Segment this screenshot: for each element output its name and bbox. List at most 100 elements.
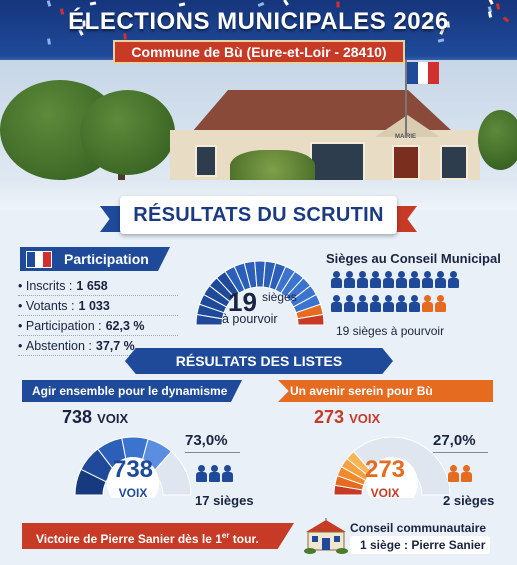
mairie-sign: MAIRIE	[395, 134, 416, 140]
stat-votants: • Votants :1 033	[18, 296, 178, 316]
seat-head	[411, 271, 418, 278]
seat-icon	[369, 271, 381, 288]
seat-body	[396, 278, 407, 288]
seat-icon	[208, 465, 220, 482]
commune-ribbon: Commune de Bù (Eure-et-Loir - 28410)	[113, 40, 405, 64]
seat-head	[424, 295, 431, 302]
seats-title: Sièges au Conseil Municipal	[326, 251, 501, 266]
seat-body	[422, 278, 433, 288]
gauge-center	[366, 457, 418, 498]
seat-body	[435, 278, 446, 288]
door	[392, 145, 420, 180]
confetti-piece	[282, 0, 289, 6]
list1-percent: 73,0%	[185, 432, 228, 449]
seat-icon	[460, 465, 472, 482]
stat-inscrits: • Inscrits :1 658	[18, 276, 178, 296]
seat-icon	[421, 271, 433, 288]
list2-gauge	[333, 436, 451, 498]
seat-icon	[195, 465, 207, 482]
seat-icon	[221, 465, 233, 482]
seat-head	[346, 271, 353, 278]
seat-head	[411, 295, 418, 302]
seat-icon	[447, 271, 459, 288]
list1-name: Agir ensemble pour le dynamisme de Bù	[22, 380, 242, 402]
cc-seat: 1 siège : Pierre Sanier	[350, 536, 490, 554]
list2-votes-number: 273	[314, 407, 345, 427]
confetti-piece	[488, 0, 494, 6]
seat-head	[450, 465, 457, 472]
stat-label: Inscrits :	[25, 279, 73, 293]
seat-body	[344, 278, 355, 288]
list1-center-unit: VOIX	[118, 486, 148, 500]
seat-icon	[395, 295, 407, 312]
confetti-piece	[178, 2, 185, 7]
french-flag-icon	[407, 62, 440, 84]
list2-center-unit: VOIX	[370, 486, 400, 500]
seat-icon	[434, 295, 446, 312]
town-hall-icon	[304, 518, 348, 554]
seat-icon	[382, 271, 394, 288]
seat-head	[385, 271, 392, 278]
divider	[185, 452, 240, 453]
gauge-unit: sièges	[262, 290, 297, 304]
seat-icon	[356, 271, 368, 288]
cc-title: Conseil communautaire	[350, 521, 487, 535]
seat-body	[396, 302, 407, 312]
seat-body	[370, 302, 381, 312]
list1-seat-icons	[195, 465, 234, 489]
list1-center-number: 738	[112, 456, 154, 483]
tree	[80, 90, 175, 175]
list2-votes-unit: VOIX	[349, 411, 381, 426]
seat-icon	[408, 295, 420, 312]
confetti-piece	[89, 1, 97, 6]
stat-value: 1 033	[78, 299, 110, 313]
seat-head	[372, 271, 379, 278]
gauge-segment	[296, 313, 325, 326]
seat-icon	[343, 295, 355, 312]
town-hall-photo: MAIRIE	[0, 60, 517, 210]
gauge-number: 19	[228, 287, 257, 317]
seat-head	[437, 295, 444, 302]
window	[195, 145, 217, 177]
list1-votes-unit: VOIX	[97, 411, 129, 426]
victory-suffix: tour.	[229, 532, 259, 546]
seat-icon	[330, 295, 342, 312]
confetti-piece	[46, 37, 51, 45]
seat-body	[370, 278, 381, 288]
confetti-piece	[257, 2, 265, 8]
seat-icon	[382, 295, 394, 312]
confetti-piece	[46, 0, 52, 7]
stat-value: 1 658	[76, 279, 108, 293]
seats-gauge	[195, 260, 325, 326]
seat-body	[448, 472, 459, 482]
french-flag-icon	[26, 251, 52, 268]
seat-body	[222, 472, 233, 482]
seat-icon	[343, 271, 355, 288]
list2-seats: 2 sièges	[443, 493, 495, 508]
seat-head	[372, 295, 379, 302]
stat-participation: • Participation :62,3 %	[18, 316, 178, 336]
seat-body	[448, 278, 459, 288]
seat-head	[333, 295, 340, 302]
stat-value: 62,3 %	[105, 319, 145, 333]
lists-header: RÉSULTATS DES LISTES	[125, 348, 393, 374]
flagpole	[405, 60, 407, 135]
seat-head	[359, 271, 366, 278]
seats-grid	[330, 271, 480, 319]
stat-value: 37,7 %	[95, 339, 135, 353]
seat-body	[422, 302, 433, 312]
seat-body	[331, 302, 342, 312]
list1-votes-heading: 738 VOIX	[62, 407, 128, 428]
seat-head	[398, 271, 405, 278]
victory-ordinal: er	[221, 531, 230, 540]
seat-head	[346, 295, 353, 302]
seat-head	[224, 465, 231, 472]
seat-icon	[369, 295, 381, 312]
confetti-piece	[437, 38, 445, 43]
list1-gauge	[74, 436, 192, 498]
seat-body	[409, 278, 420, 288]
stat-label: Votants :	[25, 299, 75, 313]
seat-head	[385, 295, 392, 302]
seat-head	[359, 295, 366, 302]
stat-label: Participation :	[25, 319, 102, 333]
